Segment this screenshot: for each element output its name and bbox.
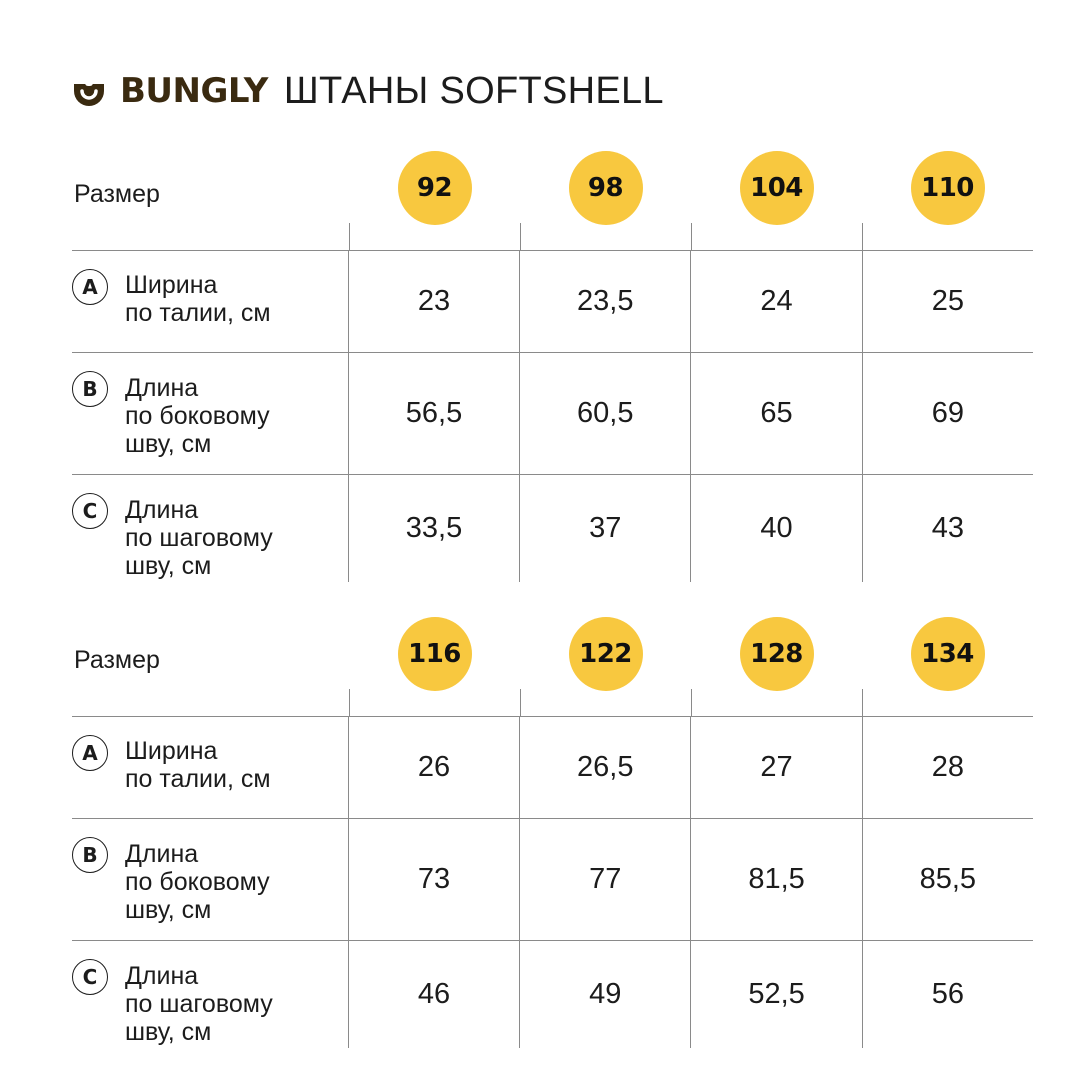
table-cell: 69 xyxy=(861,353,1033,474)
table-cell: 23 xyxy=(347,251,519,352)
row-label: Длина по боковому шву, см xyxy=(125,840,270,924)
measure-badge-b: B xyxy=(72,371,108,407)
size-table-2: Размер 116 122 128 134 A Ширина по талии… xyxy=(72,616,1033,1048)
row-label: Длина по шаговому шву, см xyxy=(125,496,273,580)
size-badge: 134 xyxy=(910,617,985,691)
page-header: BUNGLY ШТАНЫ SOFTSHELL xyxy=(72,66,664,116)
brand-name: BUNGLY xyxy=(120,71,268,111)
table-cell: 33,5 xyxy=(347,475,519,582)
size-badge: 92 xyxy=(397,151,472,225)
smile-cup-icon xyxy=(74,74,104,106)
measure-badge-c: C xyxy=(72,493,108,529)
size-header-row: Размер 116 122 128 134 xyxy=(72,616,1033,716)
table-row-side-seam: B Длина по боковому шву, см 73 77 81,5 8… xyxy=(72,818,1033,940)
row-label: Длина по боковому шву, см xyxy=(125,374,270,458)
table-row-waist: A Ширина по талии, см 26 26,5 27 28 xyxy=(72,716,1033,818)
table-cell: 25 xyxy=(861,251,1033,352)
table-cell: 28 xyxy=(861,717,1033,818)
table-row-inseam: C Длина по шаговому шву, см 33,5 37 40 4… xyxy=(72,474,1033,582)
size-badge: 128 xyxy=(739,617,814,691)
table-cell: 26 xyxy=(347,717,519,818)
table-cell: 56,5 xyxy=(347,353,519,474)
table-cell: 77 xyxy=(519,819,690,940)
size-table-1: Размер 92 98 104 110 A Ширина по талии, … xyxy=(72,150,1033,582)
row-label: Ширина по талии, см xyxy=(125,271,271,327)
size-badge: 122 xyxy=(568,617,643,691)
size-label: Размер xyxy=(74,646,160,674)
table-cell: 65 xyxy=(690,353,861,474)
table-cell: 52,5 xyxy=(690,941,861,1048)
table-cell: 49 xyxy=(519,941,690,1048)
size-badge: 110 xyxy=(910,151,985,225)
measure-badge-a: A xyxy=(72,269,108,305)
table-cell: 24 xyxy=(690,251,861,352)
table-cell: 46 xyxy=(347,941,519,1048)
table-cell: 73 xyxy=(347,819,519,940)
row-label: Ширина по талии, см xyxy=(125,737,271,793)
table-row-side-seam: B Длина по боковому шву, см 56,5 60,5 65… xyxy=(72,352,1033,474)
table-row-waist: A Ширина по талии, см 23 23,5 24 25 xyxy=(72,250,1033,352)
table-cell: 60,5 xyxy=(519,353,690,474)
table-row-inseam: C Длина по шаговому шву, см 46 49 52,5 5… xyxy=(72,940,1033,1048)
product-title: ШТАНЫ SOFTSHELL xyxy=(283,69,664,112)
size-badge: 116 xyxy=(397,617,472,691)
table-cell: 85,5 xyxy=(861,819,1033,940)
size-badge: 104 xyxy=(739,151,814,225)
measure-badge-c: C xyxy=(72,959,108,995)
row-label: Длина по шаговому шву, см xyxy=(125,962,273,1046)
size-badge: 98 xyxy=(568,151,643,225)
table-cell: 81,5 xyxy=(690,819,861,940)
table-cell: 56 xyxy=(861,941,1033,1048)
measure-badge-b: B xyxy=(72,837,108,873)
table-cell: 40 xyxy=(690,475,861,582)
table-cell: 23,5 xyxy=(519,251,690,352)
table-cell: 43 xyxy=(861,475,1033,582)
table-cell: 37 xyxy=(519,475,690,582)
table-cell: 26,5 xyxy=(519,717,690,818)
measure-badge-a: A xyxy=(72,735,108,771)
size-label: Размер xyxy=(74,180,160,208)
table-cell: 27 xyxy=(690,717,861,818)
size-header-row: Размер 92 98 104 110 xyxy=(72,150,1033,250)
